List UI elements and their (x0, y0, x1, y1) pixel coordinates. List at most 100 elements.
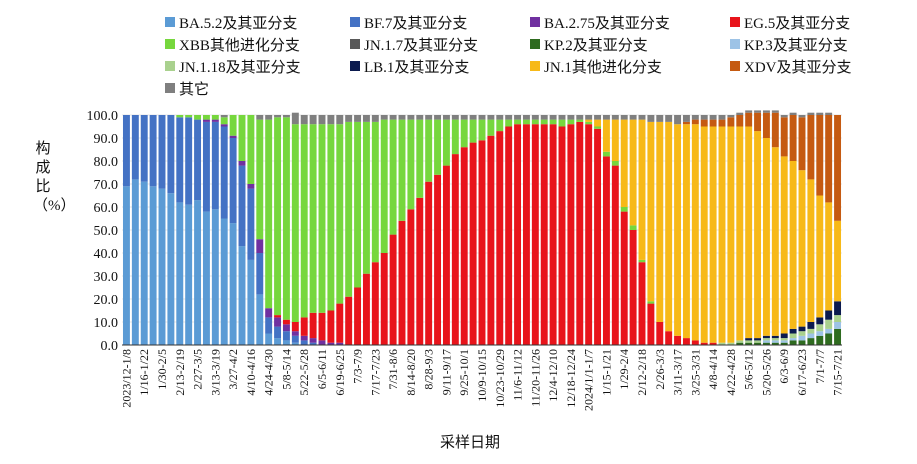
bar-segment (167, 115, 175, 194)
bar-segment (745, 342, 753, 345)
bar-segment (540, 124, 548, 345)
bar-segment (309, 338, 317, 343)
bar-segment (771, 147, 779, 336)
legend-label: KP.3及其亚分支 (744, 37, 848, 54)
bar-segment (816, 195, 824, 318)
bar-segment (131, 115, 139, 180)
bar-segment (585, 124, 593, 345)
bar-segment (265, 308, 273, 318)
bar-segment (576, 115, 584, 120)
bar-segment (380, 253, 388, 345)
bar-segment (300, 335, 308, 341)
bar-segment (300, 317, 308, 336)
bar-segment (718, 126, 726, 343)
bar-segment (638, 115, 646, 120)
bar-segment (496, 131, 504, 345)
bar-segment (585, 121, 593, 125)
bar-segment (727, 115, 735, 118)
bar-segment (638, 119, 646, 260)
bar-segment (780, 156, 788, 334)
bar-segment (256, 253, 264, 295)
legend-item: LB.1及其亚分支 (350, 55, 469, 77)
bar-segment (754, 110, 762, 113)
bar-segment (274, 315, 282, 318)
bar-segment (745, 112, 753, 127)
bar-segment (762, 112, 770, 138)
bar-segment (754, 131, 762, 339)
bar-segment (265, 119, 273, 309)
y-tick-label: 50.0 (94, 224, 119, 239)
bar-segment (798, 331, 806, 336)
legend-item: BA.5.2及其亚分支 (165, 11, 297, 33)
bar-segment (718, 119, 726, 127)
bar-segment (620, 207, 628, 212)
bar-segment (567, 124, 575, 345)
y-tick-label: 20.0 (94, 293, 119, 308)
bar-segment (718, 115, 726, 120)
bar-segment (789, 338, 797, 341)
bar-segment (194, 200, 202, 345)
bar-segment (789, 340, 797, 345)
bar-segment (816, 112, 824, 115)
bar-segment (345, 296, 353, 345)
bar-segment (540, 115, 548, 120)
bar-segment (211, 209, 219, 345)
legend-swatch (730, 39, 740, 49)
bar-segment (185, 117, 193, 205)
y-tick-label: 90.0 (94, 132, 119, 147)
legend-label: XDV及其亚分支 (744, 59, 852, 76)
bar-segment (318, 124, 326, 313)
bar-segment (736, 340, 744, 343)
bar-segment (700, 342, 708, 345)
bar-segment (274, 117, 282, 316)
bar-segment (620, 119, 628, 207)
bar-segment (238, 246, 246, 345)
bar-series-group (122, 110, 842, 346)
bar-segment (807, 328, 815, 334)
bar-segment (247, 259, 255, 345)
y-tick-label: 100.0 (87, 109, 119, 124)
bar-segment (665, 331, 673, 345)
bar-segment (762, 138, 770, 336)
legend-label: BF.7及其亚分支 (364, 15, 468, 32)
y-tick-label: 60.0 (94, 201, 119, 216)
bar-segment (682, 121, 690, 125)
bar-segment (327, 124, 335, 311)
bar-segment (602, 115, 610, 120)
bar-segment (709, 119, 717, 127)
bar-segment (345, 115, 353, 122)
bar-segment (389, 119, 397, 235)
bar-segment (522, 124, 530, 345)
bar-segment (505, 115, 513, 120)
x-tick-label: 8/14-8/20 (404, 349, 418, 396)
bar-segment (256, 239, 264, 253)
x-tick-label: 7/31-8/6 (386, 349, 400, 390)
bar-segment (220, 126, 228, 219)
bar-segment (762, 338, 770, 341)
x-tick-label: 2024/1/1-1/7 (582, 349, 596, 411)
bar-segment (780, 338, 788, 341)
bar-segment (122, 115, 130, 187)
bar-segment (176, 115, 184, 118)
bar-segment (434, 115, 442, 120)
bar-segment (638, 259, 646, 263)
bar-segment (647, 303, 655, 345)
bar-segment (176, 117, 184, 203)
bar-segment (762, 342, 770, 345)
bar-segment (798, 340, 806, 345)
bar-segment (202, 211, 210, 345)
bar-segment (318, 340, 326, 345)
bar-segment (807, 112, 815, 115)
bar-segment (256, 119, 264, 240)
bar-segment (549, 119, 557, 125)
bar-segment (229, 135, 237, 138)
bar-segment (789, 161, 797, 329)
bar-segment (531, 124, 539, 345)
bar-segment (238, 115, 246, 161)
bar-segment (807, 322, 815, 329)
bar-segment (282, 331, 290, 341)
bar-segment (425, 115, 433, 120)
bar-segment (318, 312, 326, 341)
x-tick-label: 9/11-9/17 (439, 349, 453, 395)
